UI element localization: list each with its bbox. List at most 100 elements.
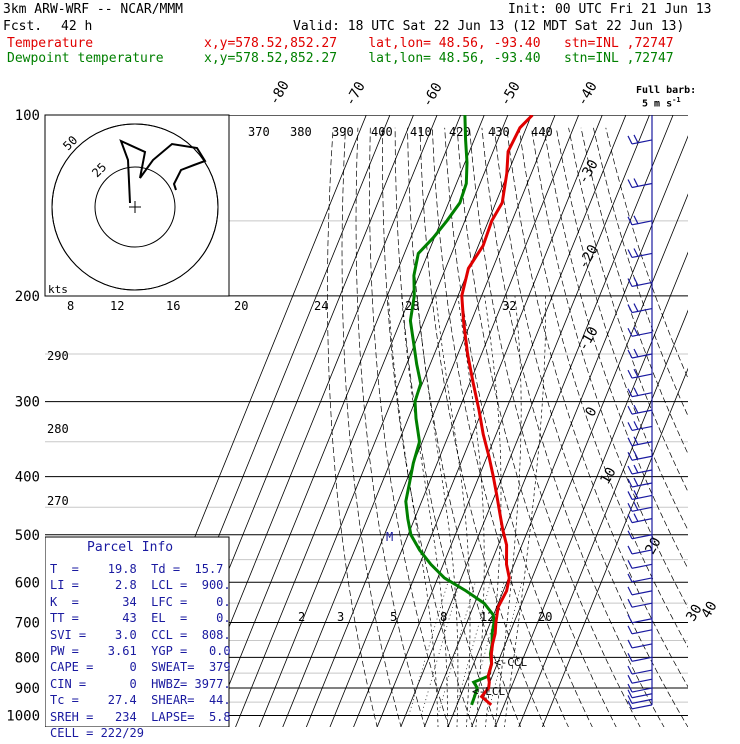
isotherm-line xyxy=(259,102,514,728)
parcel-info-title: Parcel Info xyxy=(87,540,173,555)
wind-barb xyxy=(628,405,652,414)
mixing-ratio-label: 5 xyxy=(390,610,397,624)
dry-adiabat xyxy=(370,128,450,728)
wind-barb xyxy=(628,615,652,623)
wind-barbs xyxy=(628,115,652,709)
isotherm-line xyxy=(542,102,740,728)
mixing-ratio-label: 3 xyxy=(337,610,344,624)
dry-adiabat xyxy=(606,128,740,728)
pressure-label: 500 xyxy=(15,528,40,544)
dry-adiabat xyxy=(532,128,740,728)
fcst-value: 42 h xyxy=(61,20,92,34)
wind-barb xyxy=(628,675,652,683)
theta-label: 410 xyxy=(410,125,432,139)
isotherm-line xyxy=(447,102,702,728)
theta-label: 400 xyxy=(371,125,393,139)
theta-label: 290 xyxy=(47,349,69,363)
mixing-ratio-label: 20 xyxy=(538,610,552,624)
isotherm-line xyxy=(400,102,655,728)
mixing-ratio-label: 2 xyxy=(298,610,305,624)
isotherm-label: -70 xyxy=(342,79,369,109)
parcel-info-row: LI = 2.8 LCL = 900. xyxy=(50,578,231,592)
barb-legend-line2: 5 m s-1 xyxy=(642,95,681,109)
model-title: 3km ARW-WRF -- NCAR/MMM xyxy=(3,3,183,17)
parcel-info-row: CAPE = 0 SWEAT= 379 xyxy=(50,660,231,674)
wind-barb xyxy=(628,179,652,188)
theta-label: 420 xyxy=(449,125,471,139)
ccl-marker: <-CCL xyxy=(494,656,527,669)
parcel-info-row: Tc = 27.4 SHEAR= 44. xyxy=(50,693,231,707)
theta-label: 270 xyxy=(47,494,69,508)
wind-barb xyxy=(628,478,652,487)
pressure-label: 100 xyxy=(15,108,40,124)
mixing-ratio-label: 32 xyxy=(502,299,516,313)
m-marker: M xyxy=(386,530,393,544)
dry-adiabat xyxy=(581,128,740,728)
pressure-label: 600 xyxy=(15,575,40,591)
init-time: Init: 00 UTC Fri 21 Jun 13 xyxy=(508,3,712,17)
pressure-label: 200 xyxy=(15,289,40,305)
wind-barb xyxy=(628,277,652,286)
isotherm-line xyxy=(235,102,490,728)
dry-adiabat xyxy=(569,128,740,728)
wind-barb xyxy=(628,248,652,257)
mixing-ratio-label: 8 xyxy=(67,299,74,313)
parcel-info-row: T = 19.8 Td = 15.7 xyxy=(50,562,223,576)
pressure-label: 900 xyxy=(15,681,40,697)
wind-barb xyxy=(628,451,652,460)
theta-label: 440 xyxy=(531,125,553,139)
dewpoint-legend: Dewpoint temperature xyxy=(7,52,164,66)
parcel-info-row: SREH = 234 LAPSE= 5.8 xyxy=(50,710,231,724)
kts-label: kts xyxy=(48,283,68,296)
theta-label: 280 xyxy=(47,422,69,436)
pressure-label: 300 xyxy=(15,395,40,411)
isotherm-label: 40 xyxy=(698,599,720,622)
wind-barb xyxy=(628,421,652,430)
parcel-info-row: K = 34 LFC = 0. xyxy=(50,595,231,609)
dewpoint-location: x,y=578.52,852.27 lat,lon= 48.56, -93.40… xyxy=(204,52,674,66)
valid-time: Valid: 18 UTC Sat 22 Jun 13 (12 MDT Sat … xyxy=(293,20,684,34)
wind-barb xyxy=(628,626,652,634)
mixing-ratio-line xyxy=(421,582,459,715)
theta-label: 380 xyxy=(290,125,312,139)
lcl-marker: <-LCL xyxy=(472,685,505,698)
isotherm-label: -10 xyxy=(575,324,602,354)
theta-label: 370 xyxy=(248,125,270,139)
mixing-ratio-label: 24 xyxy=(314,299,328,313)
isotherm-label: 20 xyxy=(642,535,664,558)
fcst-label: Fcst. xyxy=(3,20,42,34)
dry-adiabat xyxy=(507,128,713,728)
isotherm-label: -60 xyxy=(419,80,446,110)
moist-adiabat xyxy=(388,296,438,728)
isotherm-label: -20 xyxy=(575,242,602,272)
temperature-profile xyxy=(462,115,533,705)
wind-barb xyxy=(628,587,652,595)
temperature-legend: Temperature xyxy=(7,37,93,51)
dry-adiabat xyxy=(519,128,736,728)
mixing-ratio-label: 20 xyxy=(234,299,248,313)
parcel-info-row: PW = 3.61 YGP = 0.0 xyxy=(50,644,231,658)
wind-barb xyxy=(628,135,652,144)
isotherm-label: -40 xyxy=(574,79,601,109)
temperature-location: x,y=578.52,852.27 lat,lon= 48.56, -93.40… xyxy=(204,37,674,51)
wind-barb xyxy=(628,327,652,336)
isotherm-line xyxy=(329,102,584,728)
isotherm-line xyxy=(495,102,740,728)
wind-barb xyxy=(628,560,652,568)
wind-barb xyxy=(628,490,652,499)
dry-adiabat xyxy=(445,128,593,728)
isotherm-label: -50 xyxy=(497,79,524,109)
parcel-info-row: CIN = 0 HWBZ= 3977. xyxy=(50,677,231,691)
parcel-info-row: SVI = 3.0 CCL = 808. xyxy=(50,628,231,642)
pressure-label: 700 xyxy=(15,615,40,631)
isotherm-line xyxy=(211,102,466,728)
pressure-label: 400 xyxy=(15,470,40,486)
pressure-label: 800 xyxy=(15,650,40,666)
wind-barb xyxy=(628,640,652,648)
isotherm-label: 0 xyxy=(582,404,600,419)
parcel-info-row: CELL = 222/29 xyxy=(50,726,144,740)
theta-label: 390 xyxy=(332,125,354,139)
